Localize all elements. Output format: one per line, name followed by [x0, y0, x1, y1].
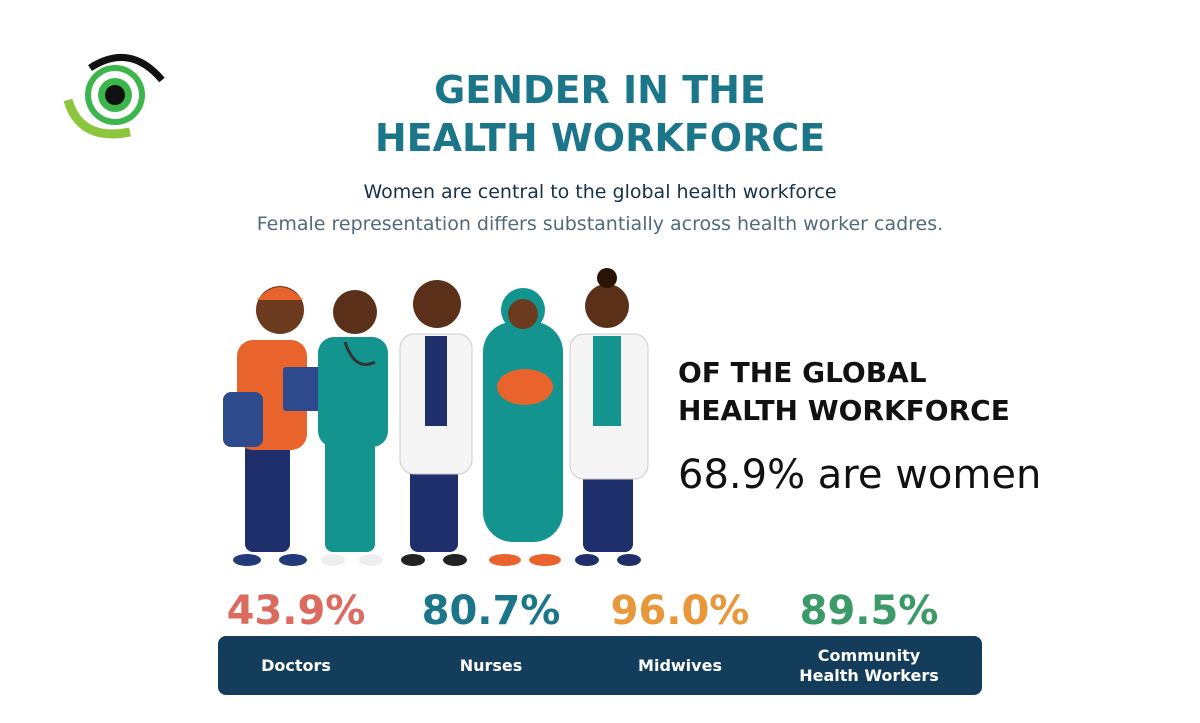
- label-line: Nurses: [459, 655, 523, 675]
- title-line: GENDER IN THE: [434, 68, 766, 112]
- cadre-label: Nurses: [396, 636, 586, 695]
- heading-line: HEALTH WORKFORCE: [678, 394, 1010, 427]
- figure-doctor: [223, 286, 323, 566]
- logo: [63, 53, 165, 139]
- highlight-statement: 68.9% are women: [678, 452, 1042, 498]
- cadre-label: Doctors: [201, 636, 391, 695]
- label-line: Midwives: [638, 655, 722, 675]
- cadre-share: 80.7%: [421, 588, 561, 634]
- highlight-heading: OF THE GLOBAL HEALTH WORKFORCE: [678, 354, 1010, 430]
- description: Female representation differs substantia…: [256, 213, 944, 235]
- illustration: [223, 268, 649, 566]
- subtitle: Women are central to the global health w…: [363, 181, 837, 203]
- cadre-share: 96.0%: [610, 588, 750, 634]
- figure-pharmacist: [569, 268, 649, 566]
- label-bar: [218, 636, 982, 695]
- title-line: HEALTH WORKFORCE: [374, 116, 826, 160]
- figure-nurse: [318, 290, 388, 566]
- label-line: Community: [817, 645, 921, 665]
- label-line: Doctors: [261, 655, 331, 675]
- title: GENDER IN THE HEALTH WORKFORCE: [0, 66, 1200, 162]
- label-line: Health Workers: [799, 665, 939, 685]
- cadre-share: 89.5%: [799, 588, 939, 634]
- figure-physician: [399, 280, 473, 566]
- cadre-label: Community Health Workers: [774, 636, 964, 695]
- heading-line: OF THE GLOBAL: [678, 356, 927, 389]
- figure-midwife: [483, 288, 563, 566]
- cadre-label: Midwives: [585, 636, 775, 695]
- cadre-share: 43.9%: [226, 588, 366, 634]
